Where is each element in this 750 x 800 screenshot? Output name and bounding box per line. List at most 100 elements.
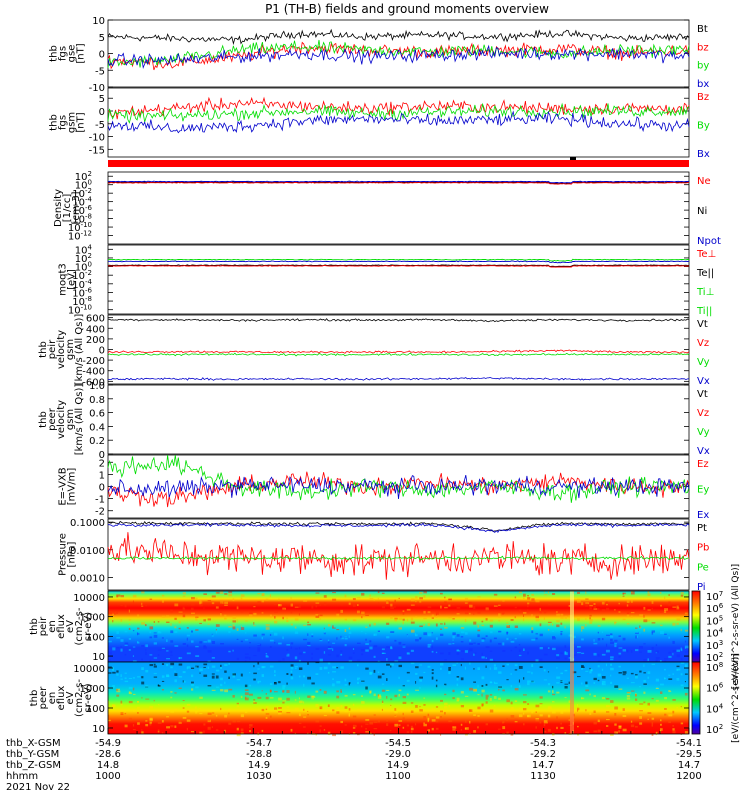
spectrogram-speck: [581, 629, 583, 632]
spectrogram-speck: [307, 645, 311, 647]
spectrogram-speck: [518, 654, 522, 657]
spectrogram-speck: [286, 706, 290, 708]
spectrogram-speck: [577, 733, 580, 736]
spectrogram-speck: [481, 656, 485, 659]
spectrogram-speck: [435, 637, 438, 640]
spectrogram-speck: [415, 632, 417, 636]
spectrogram-speck: [116, 637, 121, 639]
spectrogram-speck: [585, 670, 589, 672]
spectrogram-speck: [456, 699, 459, 702]
spectrogram-speck: [651, 630, 655, 633]
spectrogram-speck: [290, 642, 294, 645]
y-axis-label-line: [eV]: [67, 269, 78, 290]
spectrogram-speck: [518, 591, 522, 593]
spectrogram-speck: [423, 716, 427, 719]
spectrogram-speck: [460, 650, 465, 652]
spectrogram-speck: [170, 654, 173, 656]
y-axis-label-line: fgs: [58, 115, 69, 130]
spectrogram-speck: [112, 647, 116, 651]
spectrogram-speck: [244, 711, 248, 713]
spectrogram-speck: [539, 714, 543, 717]
spectrogram-speck: [361, 695, 363, 697]
spectrogram-speck: [215, 714, 218, 717]
x-tick-label: 14.7: [532, 760, 554, 771]
spectrogram-speck: [539, 658, 543, 661]
y-tick-label: 0.0010: [70, 573, 105, 584]
spectrogram-speck: [215, 606, 219, 609]
spectrogram-speck: [452, 643, 455, 645]
spectrogram-speck: [207, 660, 211, 663]
spectrogram-speck: [315, 615, 320, 618]
spectrogram-speck: [149, 717, 153, 720]
spectrogram-speck: [236, 619, 238, 623]
series-line-vz: [107, 349, 690, 354]
spectrogram-speck: [340, 637, 344, 640]
spectrogram-speck: [298, 667, 303, 670]
spectrogram-speck: [610, 633, 613, 635]
spectrogram-speck: [444, 627, 448, 629]
spectrogram-speck: [518, 644, 521, 646]
spectrogram-speck: [485, 635, 488, 637]
spectrogram-speck: [257, 668, 260, 670]
spectrogram-speck: [502, 613, 504, 615]
spectrogram-speck: [568, 709, 571, 712]
spectrogram-speck: [307, 714, 309, 716]
spectrogram-speck: [319, 729, 321, 733]
spectrogram-speck: [577, 600, 581, 603]
spectrogram-speck: [672, 650, 677, 652]
spectrogram-speck: [469, 720, 471, 724]
spectrogram-speck: [319, 706, 323, 710]
spectrogram-speck: [601, 653, 606, 656]
spectrogram-speck: [415, 634, 418, 637]
spectrogram-speck: [203, 674, 208, 677]
spectrogram-speck: [585, 709, 587, 712]
spectrogram-speck: [149, 636, 153, 639]
spectrogram-speck: [253, 606, 256, 608]
spectrogram-speck: [381, 652, 386, 654]
spectrogram-speck: [415, 666, 419, 669]
spectrogram-speck: [651, 722, 654, 725]
spectrogram-speck: [377, 597, 379, 600]
spectrogram-speck: [444, 685, 446, 687]
spectrogram-speck: [556, 620, 560, 623]
spectrogram-speck: [601, 638, 604, 641]
spectrogram-speck: [124, 672, 127, 674]
spectrogram-speck: [547, 647, 550, 649]
spectrogram-speck: [560, 726, 564, 729]
spectrogram-speck: [531, 711, 534, 714]
spectrogram-speck: [660, 723, 662, 726]
spectrogram-speck: [352, 732, 356, 734]
colorbar-tick-label: 106: [706, 682, 724, 695]
spectrogram-speck: [601, 680, 606, 684]
spectrogram-speck: [253, 655, 257, 657]
spectrogram-speck: [381, 702, 384, 704]
spectrogram-speck: [224, 604, 228, 606]
spectrogram-speck: [581, 626, 585, 630]
spectrogram-speck: [514, 646, 517, 649]
spectrogram-speck: [560, 632, 563, 636]
spectrogram-speck: [431, 639, 434, 643]
colorbar-scale: [691, 661, 701, 735]
spectrogram-speck: [265, 696, 269, 700]
spectrogram-speck: [282, 607, 285, 609]
spectrogram-speck: [514, 625, 518, 628]
spectrogram-speck: [493, 610, 498, 612]
spectrogram-speck: [655, 687, 659, 689]
spectrogram-speck: [510, 619, 514, 621]
spectrogram-speck: [531, 671, 533, 675]
spectrogram-speck: [344, 594, 347, 598]
spectrogram-speck: [651, 607, 653, 610]
spectrogram-speck: [157, 704, 160, 706]
spectrogram-speck: [564, 697, 567, 699]
spectrogram-speck: [182, 595, 186, 597]
spectrogram-speck: [332, 627, 336, 629]
spectrogram-speck: [527, 682, 530, 686]
spectrogram-speck: [601, 683, 604, 685]
spectrogram-speck: [423, 617, 427, 620]
spectrogram-speck: [523, 708, 527, 711]
spectrogram-speck: [166, 650, 169, 652]
spectrogram-speck: [493, 593, 498, 596]
spectrogram-speck: [435, 623, 438, 627]
spectrogram-speck: [390, 603, 393, 607]
